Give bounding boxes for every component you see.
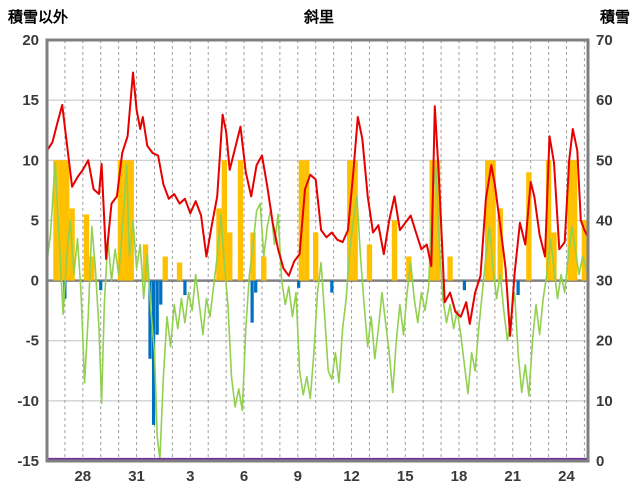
x-tick-label: 21 bbox=[504, 468, 521, 485]
y-right-tick-label: 70 bbox=[596, 32, 613, 49]
x-tick-label: 3 bbox=[186, 468, 194, 485]
x-tick-label: 12 bbox=[343, 468, 360, 485]
x-tick-label: 6 bbox=[240, 468, 248, 485]
plot-border bbox=[45, 38, 590, 463]
x-tick-label: 31 bbox=[128, 468, 145, 485]
y-left-tick-label: -15 bbox=[17, 453, 39, 470]
x-tick-label: 15 bbox=[397, 468, 414, 485]
series-blue-bars bbox=[63, 280, 520, 425]
chart-header: 積雪以外 斜里 積雪 bbox=[0, 4, 636, 27]
right-axis-title: 積雪 bbox=[599, 9, 630, 26]
h-gridlines bbox=[47, 99, 588, 402]
y-right-tick-label: 60 bbox=[596, 92, 613, 109]
x-tick-label: 28 bbox=[74, 468, 91, 485]
y-left-tick-label: 0 bbox=[31, 273, 39, 290]
y-right-tick-label: 20 bbox=[596, 333, 613, 350]
x-tick-label: 24 bbox=[558, 468, 575, 485]
left-axis-title: 積雪以外 bbox=[8, 9, 69, 26]
y-left-tick-label: 10 bbox=[22, 152, 39, 169]
x-tick-label: 9 bbox=[294, 468, 302, 485]
y-right-tick-label: 10 bbox=[596, 393, 613, 410]
y-right-tick-label: 50 bbox=[596, 152, 613, 169]
y-left-tick-label: -5 bbox=[26, 333, 39, 350]
y-left-tick-label: 15 bbox=[22, 92, 39, 109]
y-right-tick-label: 40 bbox=[596, 212, 613, 229]
y-right-tick-label: 0 bbox=[596, 453, 604, 470]
x-tick-label: 18 bbox=[451, 468, 468, 485]
y-right-tick-label: 30 bbox=[596, 273, 613, 290]
series-red-line bbox=[46, 71, 589, 337]
y-left-tick-label: 5 bbox=[31, 212, 39, 229]
chart-title: 斜里 bbox=[303, 9, 334, 26]
y-left-tick-label: 20 bbox=[22, 32, 39, 49]
y-left-tick-label: -10 bbox=[17, 393, 39, 410]
series-green-line bbox=[46, 161, 589, 460]
